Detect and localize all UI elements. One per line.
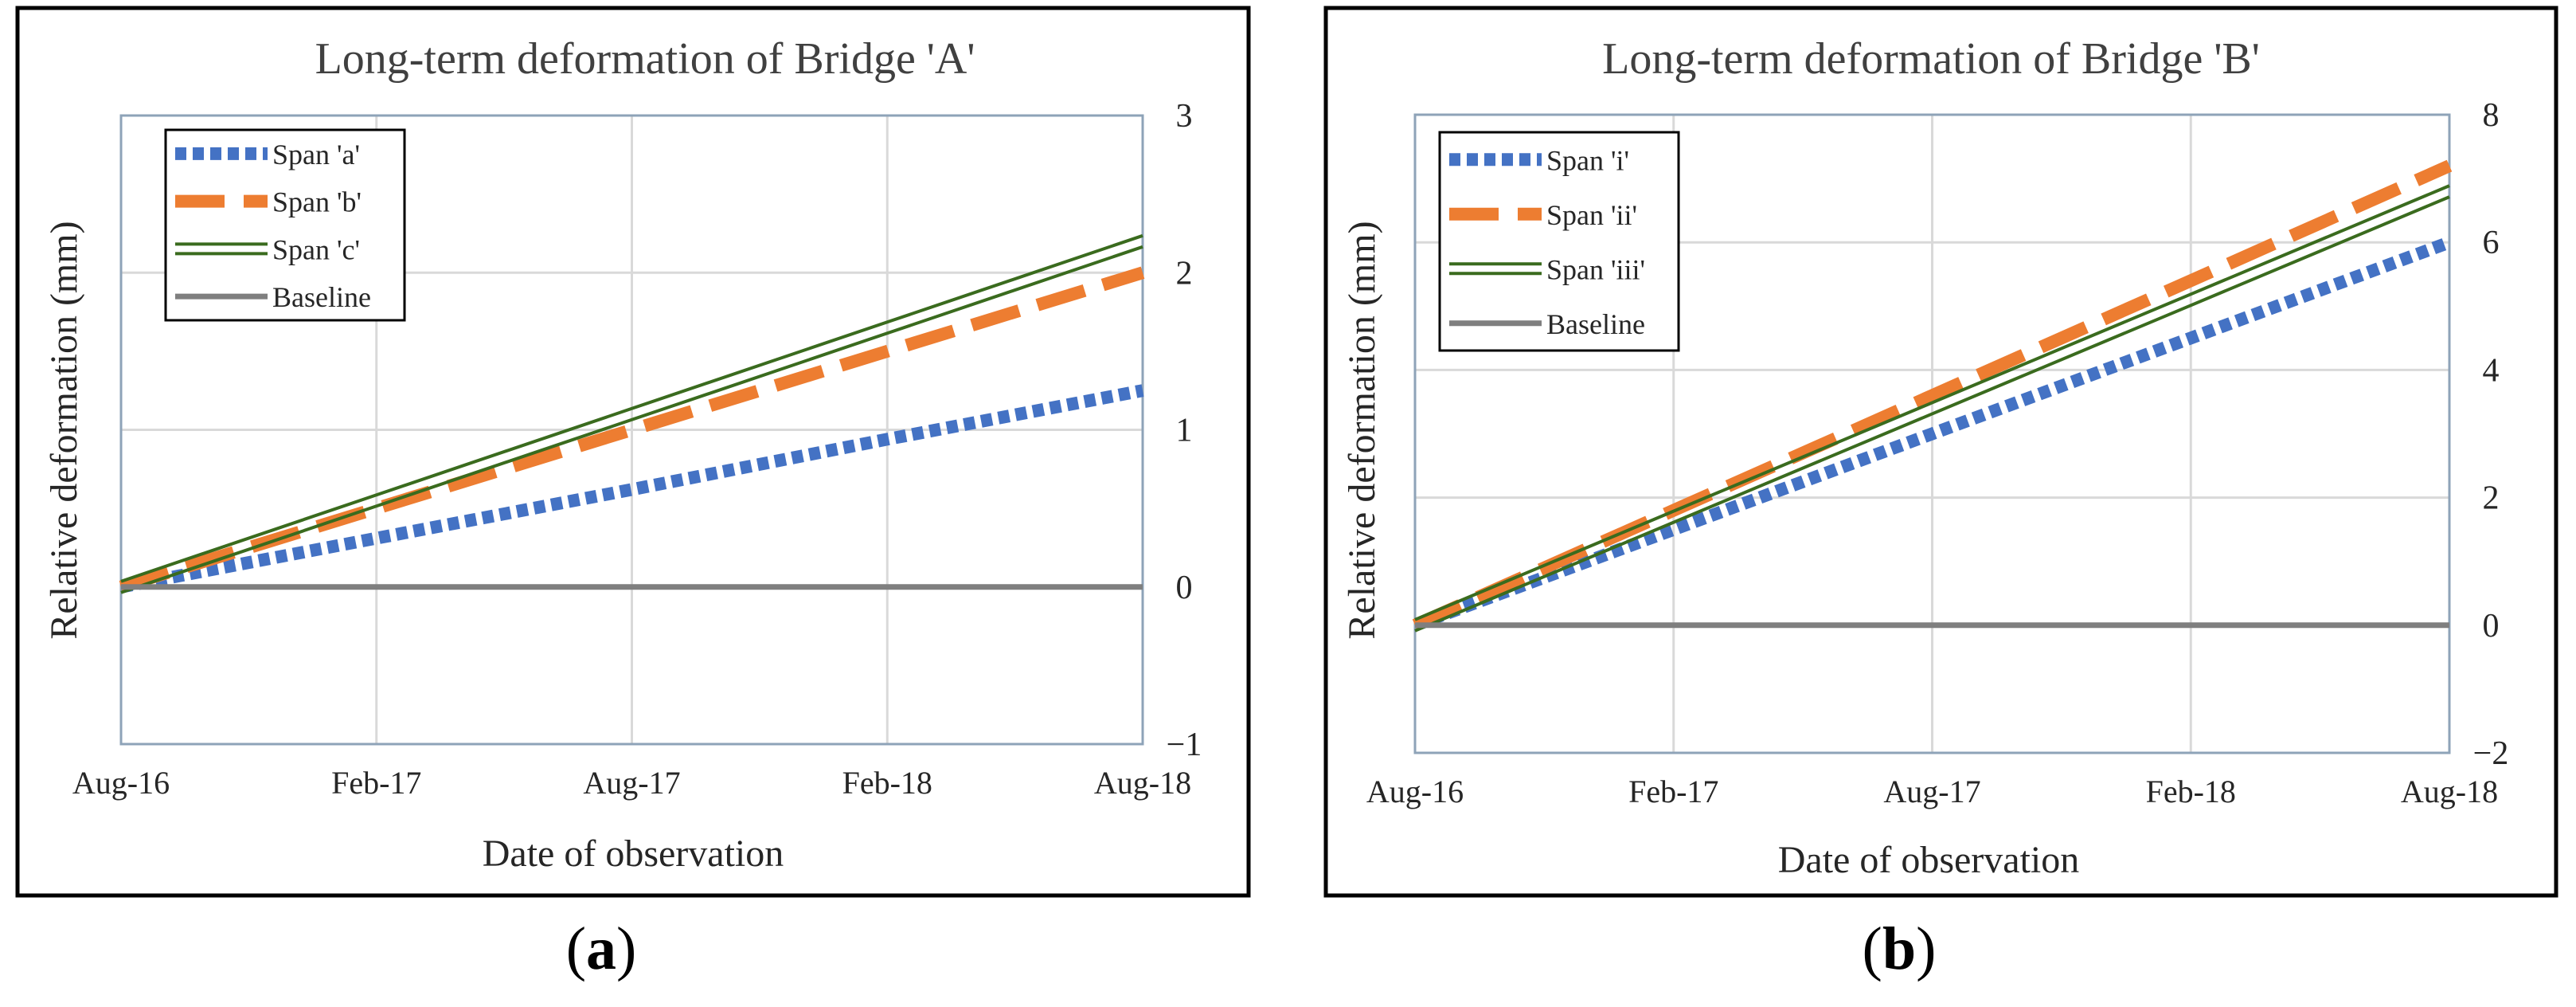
x-tick-label: Aug-18 [2401,774,2498,809]
y-tick-label: 3 [1176,98,1193,135]
y-axis-title: Relative deformation (mm) [43,221,85,639]
y-tick-label: 0 [1176,570,1193,606]
series-line-3-upper [120,233,1143,583]
panel-caption-a: (a) [565,915,637,982]
legend-label-4: Baseline [1546,308,1645,340]
legend-label-2: Span 'ii' [1546,199,1637,231]
x-tick-label: Aug-17 [1883,774,1980,809]
series-line-1 [1413,236,2452,632]
y-tick-label: −2 [2473,735,2509,772]
y-axis-title: Relative deformation (mm) [1341,221,1383,639]
x-tick-label: Feb-17 [331,765,421,801]
y-tick-label: 2 [1176,255,1193,292]
x-tick-label: Feb-17 [1628,774,1718,809]
series-line-1 [119,384,1144,594]
x-tick-label: Aug-18 [1094,765,1191,801]
legend-box [1438,131,1680,352]
legend-label-3: Span 'c' [272,233,360,265]
x-tick-label: Aug-17 [583,765,680,801]
chart-panel-a: Long-term deformation of Bridge 'A' Date … [15,6,1251,898]
y-tick-label: 6 [2483,225,2500,261]
legend-box [164,128,406,322]
legend-label-3: Span 'iii' [1546,253,1645,285]
x-tick-label: Feb-18 [842,765,932,801]
y-tick-label: 2 [2483,480,2500,517]
chart-title: Long-term deformation of Bridge 'B' [1602,34,2260,84]
chart-panel-b: Long-term deformation of Bridge 'B' Date … [1323,6,2558,898]
legend-label-1: Span 'a' [272,139,360,170]
x-tick-label: Feb-18 [2146,774,2236,809]
panel-caption-b: (b) [1862,915,1937,982]
y-tick-label: 8 [2483,97,2500,134]
plot-area [1413,113,2451,754]
series-line-3-lower [120,245,1143,594]
y-tick-label: 0 [2483,608,2500,645]
series-line-3-upper [1414,184,2450,621]
legend-label-1: Span 'i' [1546,144,1629,176]
y-tick-label: 1 [1176,413,1193,449]
x-tick-label: Aug-16 [1366,774,1464,809]
legend-label-2: Span 'b' [272,186,362,218]
y-tick-label: 4 [2483,352,2500,389]
x-axis-title: Date of observation [483,833,784,875]
series-line-2 [1412,159,2453,632]
x-tick-label: Aug-16 [72,765,170,801]
x-axis-title: Date of observation [1778,839,2080,881]
y-tick-label: −1 [1167,727,1202,763]
chart-title: Long-term deformation of Bridge 'A' [315,34,975,84]
legend-label-4: Baseline [272,281,371,313]
series-line-3-lower [1414,195,2450,633]
plot-area [119,114,1144,746]
